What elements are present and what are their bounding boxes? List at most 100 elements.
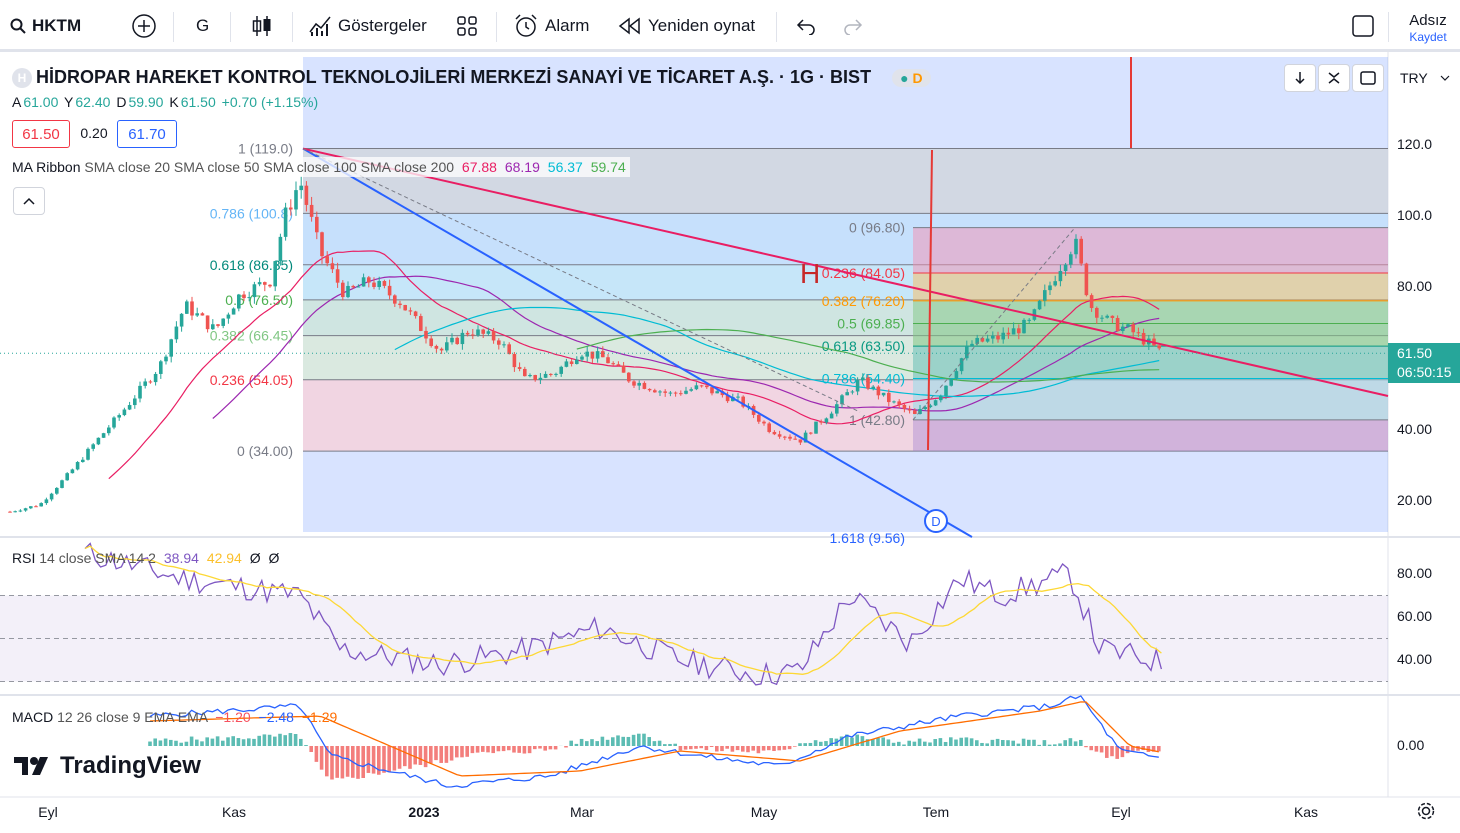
macd-histogram-bar <box>330 746 334 780</box>
compare-button[interactable] <box>131 0 157 52</box>
candle-body <box>1084 263 1089 296</box>
redo-button[interactable] <box>842 0 864 52</box>
fib-left-diagonal <box>302 148 861 413</box>
macd-histogram-bar <box>819 741 823 746</box>
time-axis-tick: May <box>750 804 778 820</box>
candle-body <box>897 401 901 405</box>
macd-histogram-bar <box>205 737 209 746</box>
fullscreen-button[interactable] <box>1351 0 1375 52</box>
macd-legend[interactable]: MACD 12 26 close 9 EMA EMA −1.20 −2.48 −… <box>12 709 337 725</box>
candle-body <box>798 439 803 443</box>
candle-body <box>44 499 49 504</box>
fib-right-band <box>913 272 1388 301</box>
low-value: 59.90 <box>128 94 164 110</box>
indicators-button[interactable]: Göstergeler <box>308 0 427 52</box>
time-axis-tick: Mar <box>569 804 595 820</box>
macd-histogram-bar <box>605 739 610 746</box>
candle-body <box>138 385 142 399</box>
candle-body <box>1058 270 1063 282</box>
macd-histogram-bar <box>403 746 407 767</box>
interval-button[interactable]: G <box>196 0 209 52</box>
candle-body <box>221 318 225 326</box>
candle-body <box>393 295 397 304</box>
ma-ribbon-legend[interactable]: MA Ribbon SMA close 20 SMA close 50 SMA … <box>8 157 630 177</box>
candle-body <box>569 361 574 364</box>
macd-histogram-bar <box>839 736 844 746</box>
rsi-legend[interactable]: RSI 14 close SMA 14 2 38.94 42.94 Ø Ø <box>12 550 279 566</box>
scroll-down-button[interactable] <box>1284 64 1316 92</box>
macd-histogram-bar <box>699 746 703 749</box>
macd-histogram-bar <box>314 746 319 762</box>
candle-body <box>944 385 948 396</box>
candle-body <box>705 385 709 388</box>
ma-ribbon-line <box>108 250 1160 480</box>
maximize-pane-button[interactable] <box>1352 64 1384 92</box>
chart-type-button[interactable] <box>250 0 274 52</box>
fib-left-level-label: 0 (34.00) <box>237 443 293 459</box>
macd-histogram-bar <box>548 746 553 750</box>
macd-histogram-bar <box>564 746 568 748</box>
macd-histogram-bar <box>429 746 433 764</box>
fib-right-band <box>913 419 1388 452</box>
fib-right-level-label: 0.382 (76.20) <box>822 293 905 309</box>
macd-histogram-bar <box>169 739 173 746</box>
candle-body <box>439 348 444 351</box>
macd-histogram-bar <box>772 746 776 752</box>
candle-body <box>450 337 454 343</box>
macd-histogram-bar <box>361 746 365 779</box>
candle-body <box>585 351 589 357</box>
candle-body <box>55 487 59 494</box>
layouts-button[interactable] <box>456 0 478 52</box>
candle-body <box>668 392 673 394</box>
collapse-legend-button[interactable] <box>13 187 45 215</box>
candle-body <box>1043 290 1047 301</box>
macd-histogram-bar <box>553 746 558 750</box>
candle-body <box>200 313 205 316</box>
candle-body <box>216 324 220 326</box>
save-link[interactable]: Kaydet <box>1409 30 1447 44</box>
alarm-clock-icon <box>515 14 537 37</box>
candle-body <box>907 409 912 411</box>
rsi-sma-value: 42.94 <box>206 550 242 566</box>
macd-histogram-bar <box>709 746 714 747</box>
macd-histogram-bar <box>975 740 979 746</box>
candle-body <box>1105 315 1109 318</box>
macd-histogram-bar <box>1141 746 1145 751</box>
settings-button[interactable] <box>1416 801 1436 826</box>
undo-button[interactable] <box>795 0 817 52</box>
macd-histogram-bar <box>897 741 901 746</box>
buy-price-box[interactable]: 61.70 <box>117 120 177 148</box>
symbol-search[interactable]: HKTM <box>10 0 81 52</box>
candle-body <box>465 332 470 335</box>
macd-histogram-bar <box>886 739 891 746</box>
tradingview-logo[interactable]: TradingView <box>14 752 201 780</box>
macd-histogram-bar <box>949 737 953 746</box>
replay-button[interactable]: Yeniden oynat <box>618 0 755 52</box>
macd-histogram-bar <box>1089 746 1093 751</box>
account-area[interactable]: Adsız Kaydet <box>1399 13 1457 45</box>
macd-axis-tick: 0.00 <box>1397 737 1425 753</box>
macd-histogram-bar <box>938 738 943 746</box>
candle-body <box>231 308 236 315</box>
candle-body <box>18 510 23 512</box>
candle-body <box>294 190 298 210</box>
candle-body <box>1017 328 1021 334</box>
sell-price-box[interactable]: 61.50 <box>12 120 70 148</box>
collapse-pane-button[interactable] <box>1318 64 1350 92</box>
chart-canvas[interactable]: 1 (119.0) 0.786 (100.8) 0.618 (86.35) 0.5 (… <box>0 52 1460 833</box>
currency-select[interactable]: TRY <box>1392 64 1458 92</box>
candle-body <box>673 392 678 394</box>
macd-histogram-bar <box>969 738 974 746</box>
macd-histogram-bar <box>1016 743 1021 746</box>
macd-histogram-bar <box>808 742 813 746</box>
alarm-button[interactable]: Alarm <box>513 0 589 52</box>
macd-histogram-bar <box>720 746 724 752</box>
candle-body <box>195 313 199 316</box>
currency-label: TRY <box>1400 70 1428 86</box>
macd-histogram-bar <box>460 746 464 758</box>
macd-histogram-bar <box>262 734 267 746</box>
candle-body <box>1095 307 1099 318</box>
candle-body <box>965 345 969 359</box>
market-status-badge[interactable]: ● D <box>892 69 931 88</box>
macd-histogram-bar <box>787 746 792 750</box>
